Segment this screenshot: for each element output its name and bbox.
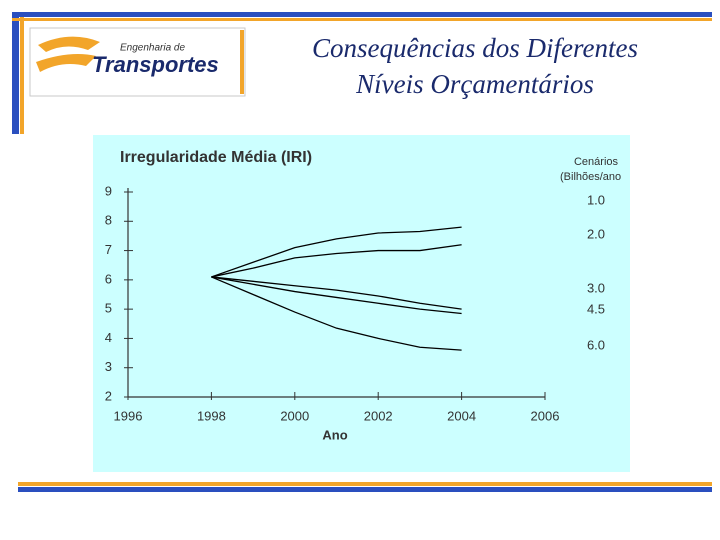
slide-title-line: Níveis Orçamentários bbox=[356, 69, 594, 99]
x-tick-label: 2000 bbox=[280, 408, 309, 423]
x-tick-label: 1998 bbox=[197, 408, 226, 423]
frame-bar bbox=[12, 12, 712, 17]
series-line bbox=[211, 244, 462, 278]
legend-label: 3.0 bbox=[587, 280, 605, 295]
series-line bbox=[211, 276, 462, 351]
y-tick-label: 5 bbox=[105, 301, 112, 316]
x-axis-label: Ano bbox=[322, 427, 347, 442]
chart-background bbox=[93, 135, 630, 472]
series-line bbox=[211, 276, 462, 315]
frame-bar bbox=[20, 12, 24, 134]
logo-text: Transportes bbox=[92, 52, 219, 77]
frame-bar bbox=[18, 482, 712, 486]
slide-title: Consequências dos Diferentes Níveis Orça… bbox=[255, 30, 695, 102]
frame-bar bbox=[18, 487, 712, 492]
series-line bbox=[211, 276, 462, 310]
logo-text: Engenharia de bbox=[120, 43, 185, 54]
frame-bar bbox=[12, 18, 712, 21]
x-tick-label: 2006 bbox=[531, 408, 560, 423]
frame-bar bbox=[12, 12, 19, 134]
legend-label: 2.0 bbox=[587, 226, 605, 241]
chart-title: Irregularidade Média (IRI) bbox=[120, 149, 312, 166]
legend-label: 6.0 bbox=[587, 337, 605, 352]
legend-title: Cenários bbox=[574, 156, 619, 168]
y-tick-label: 4 bbox=[105, 330, 112, 345]
y-tick-label: 9 bbox=[105, 183, 112, 198]
x-tick-label: 2004 bbox=[447, 408, 476, 423]
legend-label: 4.5 bbox=[587, 301, 605, 316]
legend-title: (Bilhões/ano bbox=[560, 171, 621, 183]
x-tick-label: 2002 bbox=[364, 408, 393, 423]
y-tick-label: 6 bbox=[105, 271, 112, 286]
x-tick-label: 1996 bbox=[114, 408, 143, 423]
y-tick-label: 3 bbox=[105, 359, 112, 374]
y-tick-label: 8 bbox=[105, 213, 112, 228]
series-line bbox=[211, 226, 462, 278]
y-tick-label: 7 bbox=[105, 242, 112, 257]
legend-label: 1.0 bbox=[587, 192, 605, 207]
slide-title-line: Consequências dos Diferentes bbox=[312, 33, 638, 63]
logo: Engenharia de Transportes bbox=[29, 27, 246, 97]
y-tick-label: 2 bbox=[105, 388, 112, 403]
